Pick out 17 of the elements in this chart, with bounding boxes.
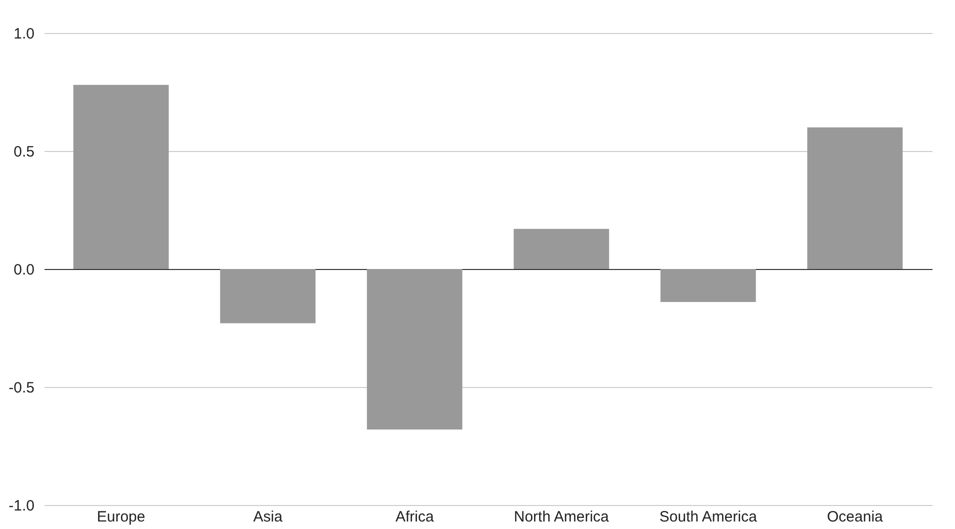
bar: [514, 228, 610, 269]
x-tick-label: Asia: [253, 508, 284, 526]
bar: [660, 269, 756, 302]
x-tick-label: Europe: [96, 508, 146, 526]
x-tick-label: Africa: [395, 508, 434, 526]
y-tick-label: 0.5: [14, 144, 34, 160]
bar: [807, 127, 903, 269]
bar: [73, 84, 169, 269]
x-tick-label: South America: [659, 508, 758, 526]
y-tick-label: 0.0: [14, 262, 34, 278]
y-tick-label: -1.0: [8, 498, 34, 514]
bar: [366, 269, 462, 430]
bar: [220, 269, 316, 324]
x-tick-label: North America: [514, 508, 610, 526]
x-tick-label: Oceania: [827, 508, 884, 526]
y-tick-label: 1.0: [14, 26, 34, 42]
y-tick-label: -0.5: [8, 380, 34, 396]
